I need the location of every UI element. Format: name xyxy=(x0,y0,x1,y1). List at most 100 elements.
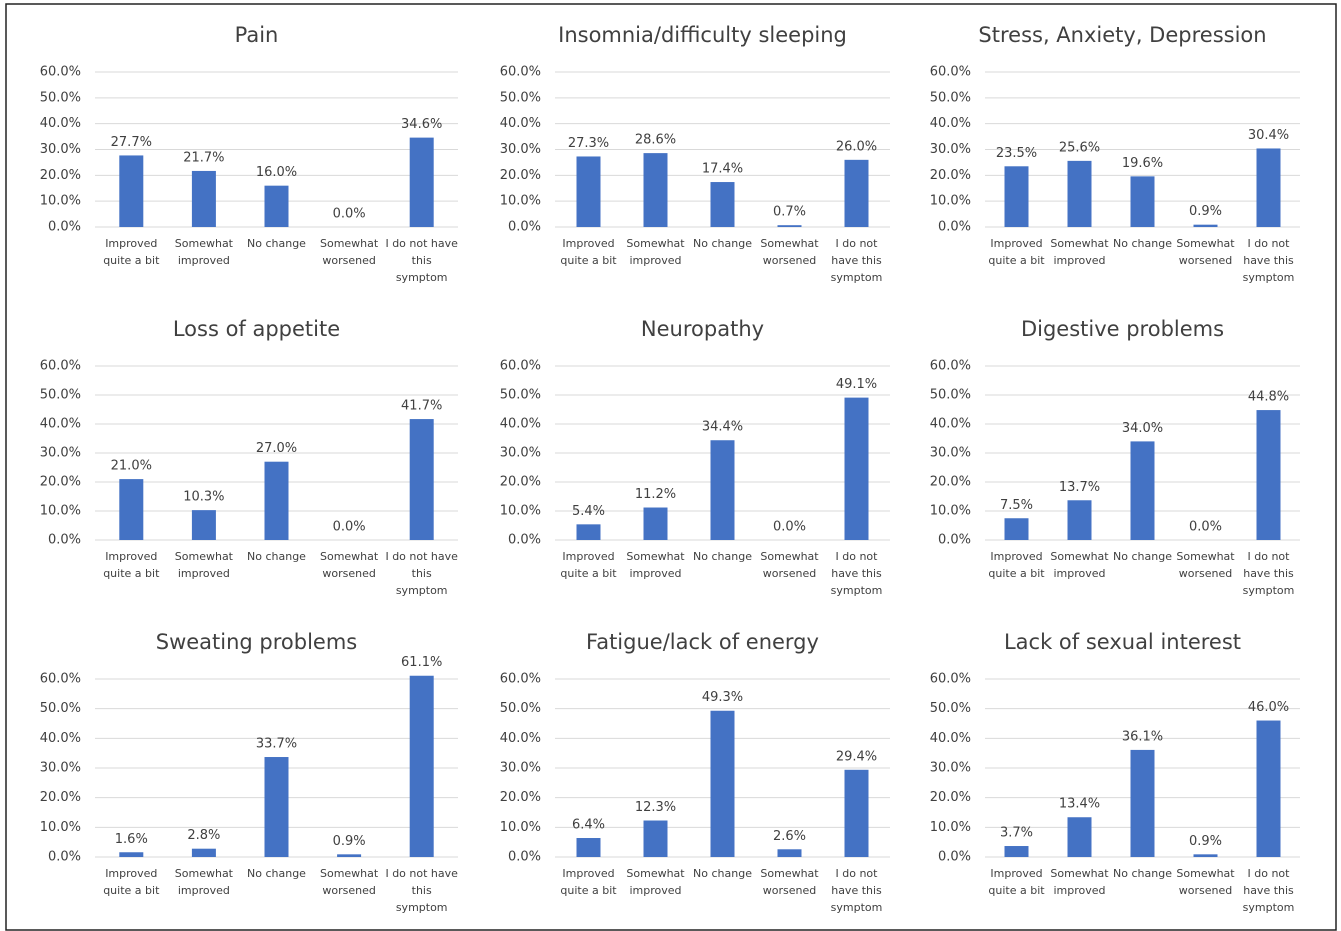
value-label: 33.7% xyxy=(256,737,297,752)
y-tick-label: 0.0% xyxy=(48,850,81,865)
x-tick-label-box: Somewhat worsened xyxy=(760,550,819,580)
x-tick-label-box: I do not have this symptom xyxy=(831,550,883,597)
x-tick-label: No change xyxy=(1113,237,1172,250)
value-label: 25.6% xyxy=(1059,140,1100,155)
bar xyxy=(119,852,144,857)
y-tick-label: 30.0% xyxy=(500,446,541,461)
y-tick-label: 0.0% xyxy=(508,850,541,865)
value-label: 21.7% xyxy=(183,150,224,165)
y-tick-label: 40.0% xyxy=(500,731,541,746)
value-label: 49.3% xyxy=(702,690,743,705)
x-tick-label: I do not have this symptom xyxy=(385,867,458,914)
value-label: 49.1% xyxy=(836,377,877,392)
bar xyxy=(337,854,362,857)
y-tick-label: 20.0% xyxy=(40,168,81,183)
x-tick-label: Somewhat worsened xyxy=(1176,550,1235,580)
value-label: 0.0% xyxy=(333,520,366,535)
value-label: 0.7% xyxy=(773,205,806,220)
x-tick-label-box: No change xyxy=(247,237,306,250)
x-tick-label: Somewhat improved xyxy=(626,550,685,580)
x-tick-label: Somewhat improved xyxy=(174,867,233,897)
y-tick-label: 10.0% xyxy=(930,194,971,209)
bar xyxy=(264,757,289,857)
bar xyxy=(1130,176,1155,227)
bar xyxy=(1193,854,1218,857)
x-tick-label: No change xyxy=(693,550,752,563)
x-tick-label-box: Somewhat worsened xyxy=(320,867,378,897)
bar xyxy=(844,159,869,227)
y-tick-label: 40.0% xyxy=(930,731,971,746)
y-tick-label: 0.0% xyxy=(48,533,81,548)
value-label: 12.3% xyxy=(635,800,676,815)
x-tick-label: Somewhat improved xyxy=(626,237,685,267)
y-tick-label: 50.0% xyxy=(930,701,971,716)
chart-title: Loss of appetite xyxy=(173,317,340,341)
y-tick-label: 60.0% xyxy=(40,65,81,80)
value-label: 34.6% xyxy=(401,117,442,132)
x-tick-label-box: I do not have this symptom xyxy=(1242,867,1295,914)
bar xyxy=(777,225,802,227)
bar xyxy=(264,461,289,540)
x-tick-label-box: Improved quite a bit xyxy=(103,237,160,267)
bar xyxy=(1004,846,1029,857)
y-tick-label: 0.0% xyxy=(48,220,81,235)
y-tick-label: 30.0% xyxy=(500,761,541,776)
x-tick-label: No change xyxy=(247,867,306,880)
x-tick-label-box: Somewhat improved xyxy=(175,550,233,580)
x-tick-label-box: I do not have this symptom xyxy=(1243,550,1295,597)
x-tick-label-box: Somewhat improved xyxy=(626,550,685,580)
y-tick-label: 20.0% xyxy=(40,475,81,490)
x-tick-label-box: Somewhat improved xyxy=(174,867,233,897)
y-tick-label: 0.0% xyxy=(508,533,541,548)
x-tick-label: No change xyxy=(1113,550,1172,563)
y-tick-label: 10.0% xyxy=(930,820,971,835)
x-tick-label-box: Somewhat worsened xyxy=(1176,867,1234,897)
x-tick-label-box: Somewhat worsened xyxy=(320,550,378,580)
y-tick-label: 40.0% xyxy=(930,417,971,432)
value-label: 36.1% xyxy=(1122,729,1163,744)
x-tick-label-box: Somewhat improved xyxy=(1050,550,1108,580)
x-tick-label-box: Improved quite a bit xyxy=(103,867,160,897)
value-label: 13.7% xyxy=(1059,480,1100,495)
x-tick-label-box: Improved quite a bit xyxy=(560,867,617,897)
x-tick-label: Improved quite a bit xyxy=(560,867,617,897)
x-tick-label: I do not have this symptom xyxy=(830,867,883,914)
x-tick-label-box: Somewhat worsened xyxy=(320,237,378,267)
y-tick-label: 30.0% xyxy=(930,446,971,461)
bar xyxy=(844,397,869,540)
y-tick-label: 0.0% xyxy=(938,850,971,865)
x-tick-label-box: No change xyxy=(693,550,752,563)
bar xyxy=(643,153,668,227)
x-tick-label-box: No change xyxy=(1113,237,1172,250)
y-tick-label: 20.0% xyxy=(930,790,971,805)
y-tick-label: 50.0% xyxy=(500,388,541,403)
chart-title: Stress, Anxiety, Depression xyxy=(978,23,1266,47)
chart-title: Insomnia/difficulty sleeping xyxy=(558,23,847,47)
value-label: 1.6% xyxy=(115,832,148,847)
bar xyxy=(643,820,668,857)
x-tick-label: Improved quite a bit xyxy=(988,867,1045,897)
value-label: 0.0% xyxy=(333,207,366,222)
y-tick-label: 10.0% xyxy=(500,504,541,519)
x-tick-label: Improved quite a bit xyxy=(103,550,160,580)
bar xyxy=(1130,441,1155,540)
value-label: 19.6% xyxy=(1122,156,1163,171)
x-tick-label-box: Improved quite a bit xyxy=(988,867,1045,897)
value-label: 28.6% xyxy=(635,133,676,148)
x-tick-label-box: Somewhat worsened xyxy=(1176,550,1235,580)
y-tick-label: 20.0% xyxy=(930,168,971,183)
x-tick-label: Somewhat worsened xyxy=(760,550,819,580)
x-tick-label: Somewhat improved xyxy=(1050,237,1109,267)
y-tick-label: 50.0% xyxy=(40,701,81,716)
y-tick-label: 20.0% xyxy=(500,168,541,183)
x-tick-label: Improved quite a bit xyxy=(103,237,160,267)
x-tick-label: Improved quite a bit xyxy=(103,867,160,897)
bar xyxy=(1067,500,1092,540)
bar xyxy=(1067,160,1092,227)
y-tick-label: 10.0% xyxy=(500,820,541,835)
y-tick-label: 0.0% xyxy=(508,220,541,235)
x-tick-label: I do not have this symptom xyxy=(1242,867,1295,914)
bar xyxy=(1256,148,1281,227)
y-tick-label: 40.0% xyxy=(40,731,81,746)
y-tick-label: 50.0% xyxy=(40,388,81,403)
